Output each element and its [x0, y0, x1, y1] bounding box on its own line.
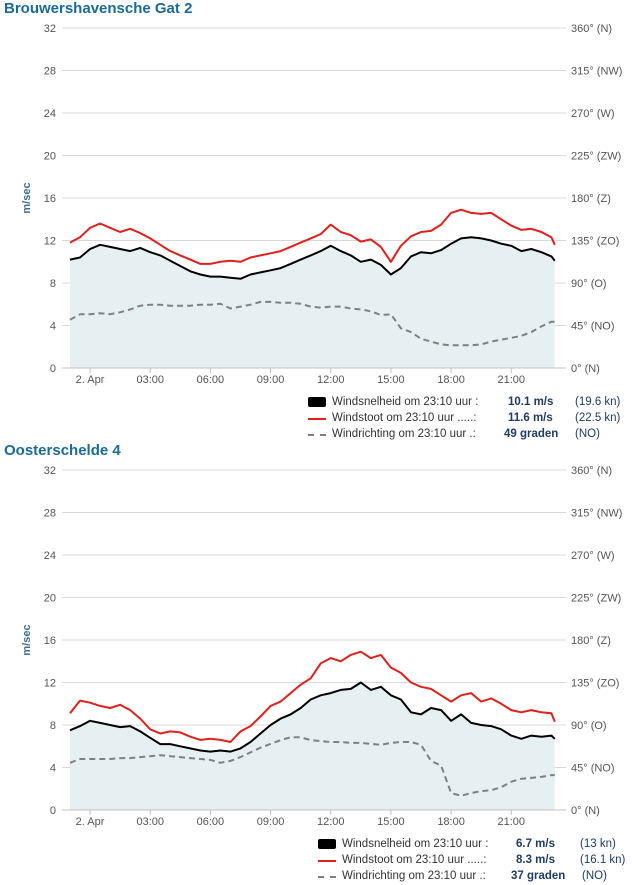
legend: Windsnelheid om 23:10 uur : 6.7 m/s (13 …	[318, 836, 633, 884]
legend-swatch-windstoot	[308, 418, 326, 420]
x-tick-label: 06:00	[197, 374, 225, 386]
legend-swatch-windsnelheid	[318, 839, 336, 849]
y-tick-label: 16	[44, 635, 56, 647]
x-tick-label: 03:00	[136, 816, 164, 828]
y-tick-label: 20	[44, 151, 56, 163]
x-tick-label: 03:00	[136, 374, 164, 386]
y2-tick-label: 270° (W)	[571, 108, 615, 120]
wind-chart-oosterschelde-4: 0 4 8 12 16 20 24 28 32 0° (N) 45° (NO) 90° (O) 135°…	[21, 465, 622, 828]
series-line-windrichting	[69, 300, 555, 347]
y2-tick-label: 45° (NO)	[571, 763, 615, 775]
y-tick-label: 12	[44, 678, 56, 690]
y2-tick-label: 0° (N)	[571, 363, 600, 375]
legend-unit: (19.6 kn)	[575, 396, 621, 408]
chart-title: Brouwershavensche Gat 2	[4, 0, 193, 17]
series-line-windstoot	[69, 650, 556, 743]
series-line-windstoot	[69, 208, 556, 265]
y-tick-label: 8	[50, 278, 56, 290]
legend-value: 10.1 m/s	[508, 396, 554, 408]
x-tick-label: 12:00	[317, 374, 345, 386]
series-area-windsnelheid	[70, 682, 555, 810]
legend-value: 37 graden	[511, 870, 566, 882]
legend-unit: (13 kn)	[580, 838, 616, 850]
y-axis-label: m/sec	[21, 624, 33, 655]
y-tick-label: 4	[50, 763, 56, 775]
legend-label: Windstoot om 23:10 uur .....:	[332, 412, 477, 424]
x-tick-label: 15:00	[377, 374, 405, 386]
legend-unit: (NO)	[582, 870, 607, 882]
x-tick-label: 18:00	[437, 374, 465, 386]
x-tick-label: 15:00	[377, 816, 405, 828]
y-tick-label: 8	[50, 720, 56, 732]
y-tick-label: 12	[44, 236, 56, 248]
y2-tick-label: 90° (O)	[571, 720, 607, 732]
series-line-windrichting	[69, 736, 555, 797]
x-tick-label: 06:00	[197, 816, 225, 828]
x-tick-label: 2. Apr	[76, 816, 105, 828]
y-tick-label: 20	[44, 593, 56, 605]
y2-tick-label: 225° (ZW)	[571, 593, 621, 605]
series-line-windsnelheid	[69, 236, 556, 280]
chart-title: Oosterschelde 4	[4, 442, 121, 459]
y-tick-label: 32	[44, 23, 56, 35]
y-tick-label: 32	[44, 465, 56, 477]
y2-tick-label: 180° (Z)	[571, 635, 611, 647]
y-tick-label: 0	[50, 363, 56, 375]
legend-label: Windrichting om 23:10 uur .:	[342, 870, 486, 882]
legend: Windsnelheid om 23:10 uur : 10.1 m/s (19…	[308, 394, 633, 442]
y2-tick-label: 135° (ZO)	[571, 236, 619, 248]
x-tick-label: 18:00	[437, 816, 465, 828]
x-tick-label: 12:00	[317, 816, 345, 828]
y2-tick-label: 180° (Z)	[571, 193, 611, 205]
y-axis-label: m/sec	[21, 182, 33, 213]
y2-tick-label: 360° (N)	[571, 23, 612, 35]
y-tick-label: 0	[50, 805, 56, 817]
wind-chart-brouwershavensche-gat-2: 0 4 8 12 16 20 24 28 32 0° (N) 45° (NO) 90° (O) 135°…	[21, 23, 622, 386]
y2-tick-label: 315° (NW)	[571, 66, 622, 78]
legend-value: 11.6 m/s	[508, 412, 553, 424]
y2-tick-label: 225° (ZW)	[571, 151, 621, 163]
x-tick-label: 21:00	[498, 374, 526, 386]
x-tick-label: 09:00	[257, 374, 285, 386]
y2-tick-label: 270° (W)	[571, 550, 615, 562]
legend-label: Windsnelheid om 23:10 uur :	[342, 838, 489, 850]
y2-tick-label: 90° (O)	[571, 278, 607, 290]
legend-label: Windstoot om 23:10 uur .....:	[342, 854, 487, 866]
legend-unit: (16.1 kn)	[580, 854, 626, 866]
chart-panel-brouwershavensche-gat-2: Brouwershavensche Gat 2 0 4 8 12 16 20 24 28 32 0…	[0, 0, 633, 442]
legend-value: 8.3 m/s	[516, 854, 555, 866]
series-area-windsnelheid	[70, 237, 555, 368]
y-tick-label: 24	[44, 550, 56, 562]
y-tick-label: 28	[44, 508, 56, 520]
y2-tick-label: 45° (NO)	[571, 321, 615, 333]
legend-swatch-windrichting	[318, 876, 336, 878]
legend-swatch-windrichting	[308, 434, 326, 436]
y2-tick-label: 315° (NW)	[571, 508, 622, 520]
legend-swatch-windsnelheid	[308, 397, 326, 407]
chart-panel-oosterschelde-4: Oosterschelde 4 0 4 8 12 16 20 24 28 32 0° (N) 45°…	[0, 442, 633, 885]
legend-unit: (NO)	[575, 428, 600, 440]
legend-label: Windsnelheid om 23:10 uur :	[332, 396, 479, 408]
x-tick-label: 2. Apr	[76, 374, 105, 386]
series-line-windsnelheid	[69, 681, 556, 753]
y-tick-label: 24	[44, 108, 56, 120]
legend-value: 49 graden	[504, 428, 559, 440]
legend-swatch-windstoot	[318, 860, 336, 862]
legend-value: 6.7 m/s	[516, 838, 555, 850]
y2-tick-label: 360° (N)	[571, 465, 612, 477]
y-tick-label: 4	[50, 321, 56, 333]
x-tick-label: 09:00	[257, 816, 285, 828]
y2-tick-label: 135° (ZO)	[571, 678, 619, 690]
y-tick-label: 28	[44, 66, 56, 78]
legend-label: Windrichting om 23:10 uur .:	[332, 428, 476, 440]
y-tick-label: 16	[44, 193, 56, 205]
legend-unit: (22.5 kn)	[575, 412, 621, 424]
x-tick-label: 21:00	[498, 816, 526, 828]
y2-tick-label: 0° (N)	[571, 805, 600, 817]
